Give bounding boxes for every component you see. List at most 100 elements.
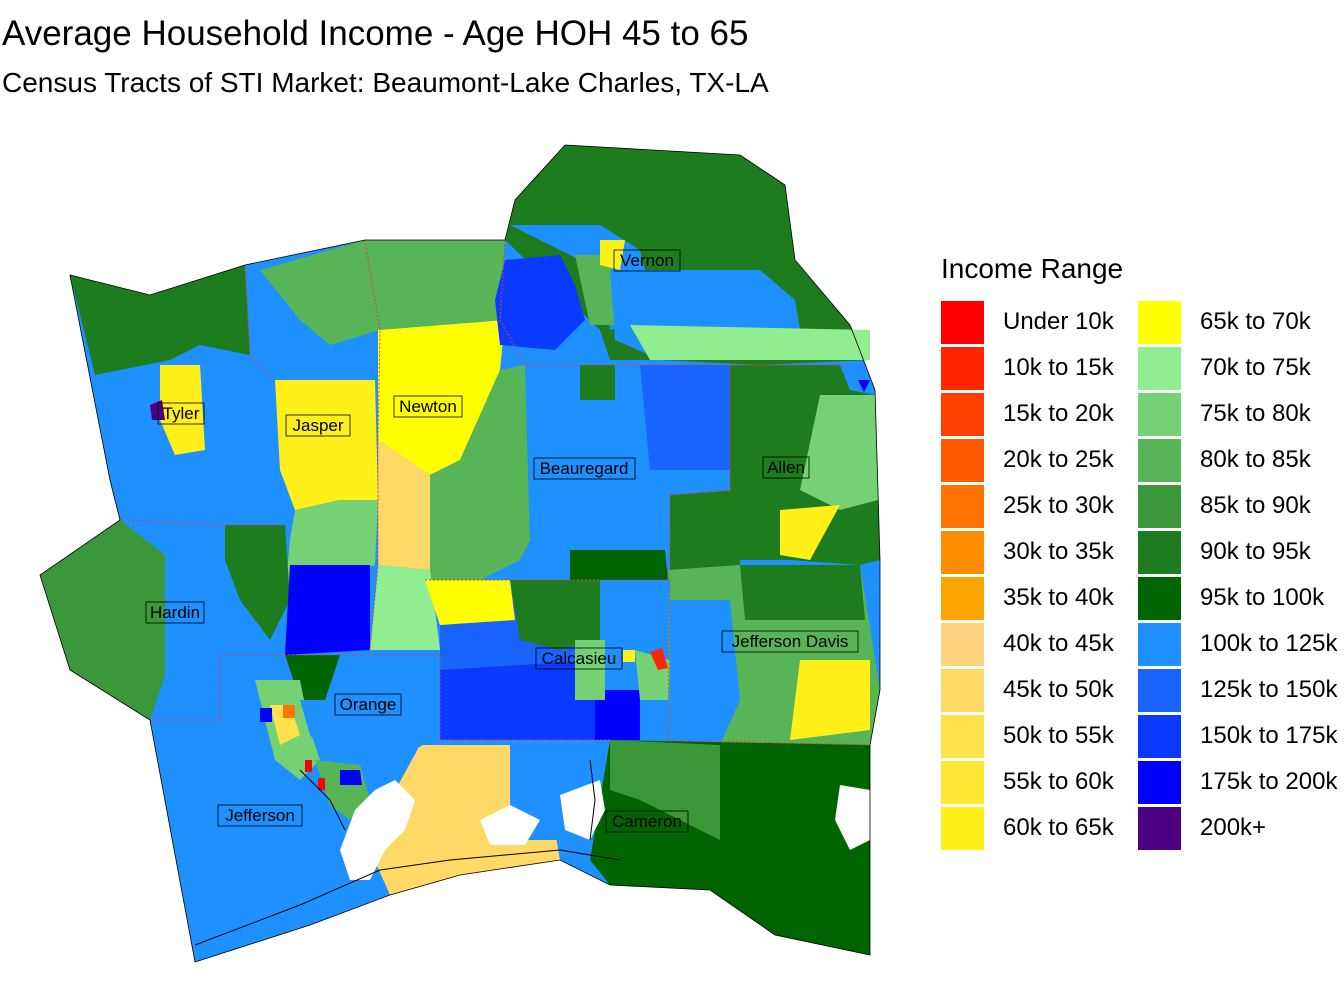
county-name-allen: Allen — [767, 458, 805, 477]
legend-swatch — [941, 347, 984, 390]
county-label-vernon: Vernon — [613, 249, 681, 272]
tract-region — [160, 365, 205, 455]
legend-swatch — [1138, 301, 1181, 344]
legend-label: 60k to 65k — [1003, 814, 1114, 841]
legend-swatch — [1138, 623, 1181, 666]
legend-label: 85k to 90k — [1200, 492, 1311, 519]
legend-label: 45k to 50k — [1003, 676, 1114, 703]
tract-region — [575, 640, 605, 700]
legend-swatch — [1138, 577, 1181, 620]
legend-label: 70k to 75k — [1200, 354, 1311, 381]
map-subtitle: Census Tracts of STI Market: Beaumont-La… — [2, 67, 769, 98]
tract-region — [623, 650, 635, 662]
county-label-newton: Newton — [393, 395, 463, 418]
tract-region — [495, 255, 585, 350]
county-name-jasper: Jasper — [292, 416, 343, 435]
legend-swatch — [1138, 807, 1181, 850]
legend-label: 15k to 20k — [1003, 400, 1114, 427]
choropleth-map: Tyler Jasper Newton Vernon Beauregard Al… — [39, 144, 881, 963]
market-outline — [39, 144, 881, 963]
legend-label: 40k to 45k — [1003, 630, 1114, 657]
legend-label: 30k to 35k — [1003, 538, 1114, 565]
water-body — [835, 785, 870, 850]
legend-label: 80k to 85k — [1200, 446, 1311, 473]
water-body — [480, 805, 540, 845]
legend-swatch — [941, 531, 984, 574]
legend-label: 35k to 40k — [1003, 584, 1114, 611]
legend-label: 175k to 200k — [1200, 768, 1338, 795]
legend-label: 75k to 80k — [1200, 400, 1311, 427]
water-body — [560, 780, 605, 840]
county-label-tyler: Tyler — [157, 402, 205, 425]
legend-swatch — [941, 485, 984, 528]
tract-region — [858, 380, 870, 392]
county-name-hardin: Hardin — [150, 603, 200, 622]
tract-region — [575, 255, 615, 325]
water-body — [340, 780, 415, 880]
legend-label: 95k to 100k — [1200, 584, 1325, 611]
tract-region — [640, 365, 730, 470]
tract-region — [425, 580, 515, 625]
tract-region — [283, 705, 295, 718]
county-label-calcasieu: Calcasieu — [535, 647, 623, 670]
legend-label: 100k to 125k — [1200, 630, 1338, 657]
legend-label: 150k to 175k — [1200, 722, 1338, 749]
legend-swatch — [1138, 347, 1181, 390]
legend-swatch — [941, 807, 984, 850]
legend-swatch — [1138, 485, 1181, 528]
tract-region — [225, 525, 290, 640]
county-name-beauregard: Beauregard — [540, 459, 629, 478]
tract-region — [275, 380, 378, 510]
tract-region — [260, 240, 380, 345]
county-name-jefferson-davis: Jefferson Davis — [732, 632, 849, 651]
tract-region — [365, 240, 505, 330]
tract-region — [595, 690, 640, 740]
legend-label: 25k to 30k — [1003, 492, 1114, 519]
legend-swatch — [941, 623, 984, 666]
county-name-vernon: Vernon — [620, 251, 674, 270]
tract-region — [260, 708, 272, 722]
tract-region — [630, 325, 870, 360]
tract-region — [340, 770, 362, 785]
legend-swatch — [1138, 761, 1181, 804]
county-name-tyler: Tyler — [163, 404, 200, 423]
tract-region — [40, 520, 165, 720]
legend-swatch — [941, 577, 984, 620]
county-label-jefferson: Jefferson — [217, 804, 303, 827]
county-name-cameron: Cameron — [612, 812, 682, 831]
legend-swatch — [941, 715, 984, 758]
legend-label: 50k to 55k — [1003, 722, 1114, 749]
county-label-orange: Orange — [334, 693, 402, 716]
legend-swatch — [941, 761, 984, 804]
tract-region — [510, 580, 600, 650]
tract-region — [70, 265, 250, 375]
legend-label: 10k to 15k — [1003, 354, 1114, 381]
tract-region — [318, 778, 325, 790]
tract-region — [440, 660, 610, 740]
legend-label: 20k to 25k — [1003, 446, 1114, 473]
county-name-jefferson: Jefferson — [225, 806, 295, 825]
legend-label: 200k+ — [1200, 814, 1267, 841]
tract-region — [378, 320, 505, 475]
legend-swatch — [1138, 531, 1181, 574]
legend-swatch — [1138, 439, 1181, 482]
tract-region — [285, 565, 370, 655]
legend-label: 125k to 150k — [1200, 676, 1338, 703]
legend-label: 90k to 95k — [1200, 538, 1311, 565]
tract-region — [670, 600, 740, 745]
legend-swatch — [941, 301, 984, 344]
tract-region — [370, 565, 440, 650]
tract-region — [378, 440, 435, 570]
county-label-jasper: Jasper — [285, 414, 351, 437]
tract-region — [305, 760, 312, 772]
county-label-cameron: Cameron — [605, 810, 689, 833]
tract-region — [650, 648, 668, 670]
county-name-calcasieu: Calcasieu — [542, 649, 617, 668]
tract-region — [600, 240, 625, 270]
county-label-hardin: Hardin — [145, 601, 205, 624]
coastline — [194, 759, 621, 946]
map-title: Average Household Income - Age HOH 45 to… — [2, 14, 749, 53]
legend-title: Income Range — [941, 253, 1124, 284]
county-boundaries — [119, 239, 871, 746]
tract-region — [150, 400, 165, 420]
